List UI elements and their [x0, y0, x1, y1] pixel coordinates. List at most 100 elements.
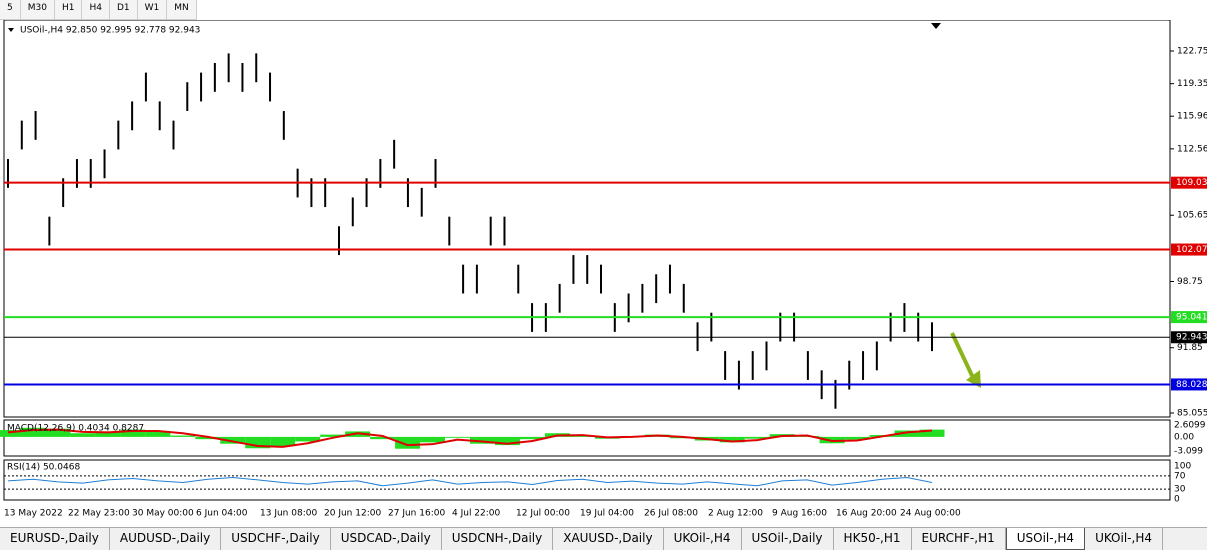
macd-histogram [195, 436, 221, 440]
level-label-bg [1171, 176, 1207, 189]
level-label-bg [1171, 311, 1207, 324]
arrow [950, 332, 977, 383]
chart: USOil-,H4 92.850 92.995 92.778 92.943 12… [0, 20, 1207, 519]
symbol-tab[interactable]: EURUSD-,Daily [0, 528, 110, 550]
main-pane [3, 20, 1171, 418]
macd-histogram [894, 430, 920, 437]
macd-histogram [220, 436, 246, 444]
macd-tick-label: -3.099 [1174, 447, 1203, 457]
level-label: 95.041 [1176, 313, 1207, 323]
macd-histogram [719, 436, 745, 443]
macd-pane [3, 419, 1171, 457]
x-tick-label: 2 Aug 12:00 [708, 509, 763, 519]
symbol-tab[interactable]: USDCHF-,Daily [221, 528, 331, 550]
level-label-bg [1171, 243, 1207, 256]
macd-histogram [494, 436, 520, 446]
rsi-tick-label: 70 [1174, 471, 1186, 481]
level-label-bg [1171, 378, 1207, 391]
symbol-tab[interactable]: USOil-,H4 [1005, 528, 1086, 550]
rsi-tick-label: 30 [1174, 485, 1186, 495]
macd-histogram [45, 428, 71, 437]
x-tick-label: 13 Jun 08:00 [260, 509, 317, 519]
macd-signal [7, 428, 933, 448]
macd-histogram [295, 436, 321, 442]
macd-histogram [320, 434, 346, 437]
x-tick-label: 9 Aug 16:00 [772, 509, 827, 519]
macd-histogram [120, 429, 146, 437]
x-tick-label: 16 Aug 20:00 [836, 509, 897, 519]
symbol-tab[interactable]: AUDUSD-,Daily [110, 528, 222, 550]
timeframe-button[interactable]: H1 [55, 0, 83, 19]
symbol-tabs: EURUSD-,Daily AUDUSD-,Daily USDCHF-,Daily U… [0, 527, 1207, 550]
macd-histogram [370, 436, 396, 440]
macd-tick-label: 0.00 [1174, 432, 1194, 442]
symbol-header: USOil-,H4 92.850 92.995 92.778 92.943 [20, 26, 200, 36]
macd-histogram [245, 436, 271, 449]
macd-histogram [395, 436, 421, 449]
x-tick-label: 30 May 00:00 [132, 509, 194, 519]
symbol-tab[interactable]: EURCHF-,H1 [912, 528, 1006, 550]
shift-marker [931, 23, 941, 29]
rsi-tick-label: 0 [1174, 495, 1180, 505]
symbol-tab[interactable]: USDCAD-,Daily [331, 528, 442, 550]
symbol-tab[interactable]: USOil-,Daily [742, 528, 834, 550]
timeframe-button[interactable]: D1 [110, 0, 138, 19]
level-label: 102.076 [1176, 245, 1207, 255]
rsi-label: RSI(14) 50.0468 [7, 463, 80, 473]
y-tick-label: 85.055 [1177, 409, 1207, 419]
rsi-tick-label: 100 [1174, 462, 1191, 472]
macd-histogram [170, 435, 196, 437]
x-tick-label: 20 Jun 12:00 [324, 509, 381, 519]
macd-histogram [20, 427, 46, 437]
macd-histogram [919, 429, 945, 437]
x-tick-label: 26 Jul 08:00 [644, 509, 698, 519]
macd-histogram [420, 436, 446, 443]
macd-tick-label: 2.6099 [1174, 421, 1206, 431]
macd-histogram [0, 430, 21, 437]
x-tick-label: 22 May 23:00 [68, 509, 130, 519]
y-tick-label: 105.65 [1177, 211, 1207, 221]
symbol-tab[interactable]: UKOil-,H4 [664, 528, 742, 550]
timeframe-button[interactable]: W1 [138, 0, 168, 19]
level-label: 92.943 [1176, 333, 1207, 343]
macd-histogram [569, 435, 595, 437]
timeframe-button[interactable]: MN [167, 0, 197, 19]
y-tick-label: 119.35 [1177, 79, 1207, 89]
x-tick-label: 12 Jul 00:00 [516, 509, 570, 519]
timeframe-toolbar: 5 M30 H1 H4 D1 W1 MN [0, 0, 197, 20]
symbol-tab[interactable]: XAUUSD-,Daily [553, 528, 664, 550]
level-label-bg [1171, 331, 1207, 344]
rsi-line [7, 477, 933, 487]
macd-histogram [95, 431, 121, 437]
y-tick-label: 112.56 [1177, 144, 1207, 154]
macd-histogram [270, 436, 296, 446]
level-label: 88.028 [1176, 380, 1207, 390]
header-arrow [8, 28, 14, 32]
x-tick-label: 13 May 2022 [4, 509, 63, 519]
timeframe-button[interactable]: M30 [21, 0, 55, 19]
level-label: 109.038 [1176, 178, 1207, 188]
y-tick-label: 98.75 [1177, 277, 1203, 287]
y-tick-label: 115.96 [1177, 112, 1207, 122]
macd-histogram [445, 436, 470, 438]
macd-histogram [844, 436, 870, 440]
x-tick-label: 4 Jul 22:00 [452, 509, 501, 519]
x-tick-label: 6 Jun 04:00 [196, 509, 248, 519]
macd-histogram [470, 436, 495, 444]
x-tick-label: 27 Jun 16:00 [388, 509, 445, 519]
macd-histogram [519, 436, 545, 440]
symbol-tab[interactable]: UKOil-,H4 [1085, 528, 1163, 550]
macd-label: MACD(12,26,9) 0.4034 0.8287 [7, 424, 144, 434]
symbol-tab[interactable]: HK50-,H1 [834, 528, 912, 550]
macd-histogram [70, 433, 96, 437]
macd-histogram [744, 436, 770, 439]
x-tick-label: 24 Aug 00:00 [900, 509, 961, 519]
y-tick-label: 122.750 [1177, 47, 1207, 57]
macd-histogram [145, 431, 171, 437]
x-tick-label: 19 Jul 04:00 [580, 509, 634, 519]
symbol-tab[interactable]: USDCNH-,Daily [442, 528, 554, 550]
timeframe-button[interactable]: 5 [0, 0, 21, 19]
y-tick-label: 91.85 [1177, 343, 1203, 353]
timeframe-button[interactable]: H4 [82, 0, 110, 19]
